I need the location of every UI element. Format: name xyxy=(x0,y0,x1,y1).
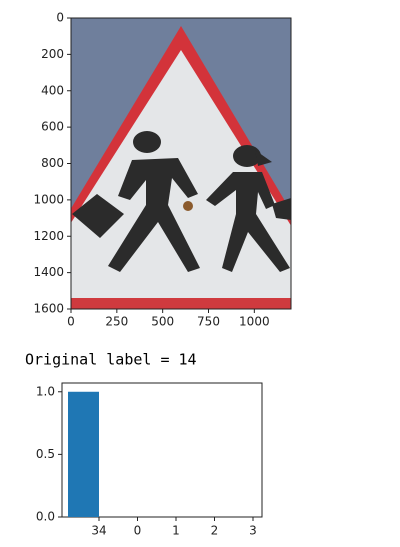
sign-image xyxy=(71,18,291,309)
y-tick-label: 0.0 xyxy=(36,510,55,524)
x-tick-label: 1 xyxy=(172,524,180,538)
x-tick-label: 500 xyxy=(151,315,174,329)
y-tick-label: 400 xyxy=(41,83,64,97)
y-tick-label: 1200 xyxy=(33,229,64,243)
x-tick-label: 0 xyxy=(67,315,75,329)
x-tick-label: 3 xyxy=(249,524,257,538)
y-tick-label: 0 xyxy=(56,11,64,25)
x-tick-label: 750 xyxy=(197,315,220,329)
y-tick-label: 1400 xyxy=(33,265,64,279)
bar xyxy=(68,391,99,517)
y-tick-label: 1000 xyxy=(33,192,64,206)
x-tick-label: 1000 xyxy=(239,315,270,329)
y-tick-label: 200 xyxy=(41,47,64,61)
y-tick-label: 1.0 xyxy=(36,384,55,398)
y-tick-label: 0.5 xyxy=(36,447,55,461)
x-tick-label: 2 xyxy=(211,524,219,538)
x-tick-label: 34 xyxy=(91,524,106,538)
x-tick-label: 0 xyxy=(134,524,142,538)
y-tick-label: 600 xyxy=(41,120,64,134)
output-text: Original label = 14 xyxy=(25,351,197,369)
x-tick-label: 250 xyxy=(105,315,128,329)
y-tick-label: 1600 xyxy=(33,302,64,316)
bar-frame xyxy=(61,382,263,518)
y-tick-label: 800 xyxy=(41,156,64,170)
